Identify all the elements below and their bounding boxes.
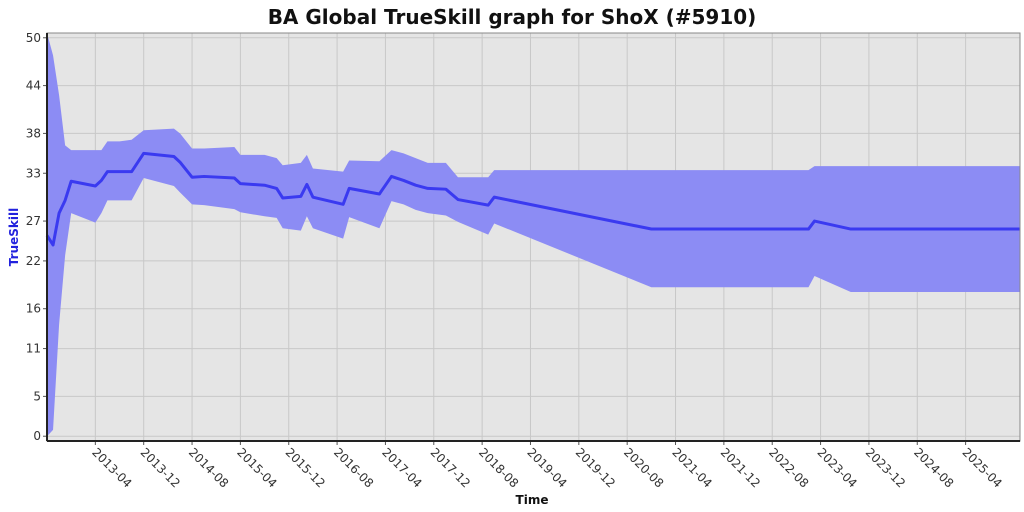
x-tick-label: 2013-04 (89, 445, 134, 490)
x-tick-label: 2023-12 (863, 445, 908, 490)
x-tick-label: 2021-12 (718, 445, 763, 490)
x-tick-label: 2024-08 (911, 445, 956, 490)
x-axis-label: Time (516, 493, 549, 507)
y-tick-label: 38 (26, 126, 41, 140)
x-tick-label: 2017-12 (428, 445, 473, 490)
x-tick-label: 2021-04 (669, 445, 714, 490)
y-tick-label: 44 (26, 79, 41, 93)
x-tick-label: 2015-12 (283, 445, 328, 490)
chart-title: BA Global TrueSkill graph for ShoX (#591… (268, 5, 757, 29)
y-axis-label: TrueSkill (7, 208, 21, 266)
x-tick-label: 2016-08 (331, 445, 376, 490)
x-tick-label: 2020-08 (621, 445, 666, 490)
trueskill-line (45, 151, 1020, 247)
y-tick-label: 5 (33, 389, 41, 403)
x-tick-label: 2019-04 (524, 445, 569, 490)
x-tick-label: 2018-08 (476, 445, 521, 490)
x-tick-label: 2014-08 (186, 445, 231, 490)
y-tick-label: 50 (26, 31, 41, 45)
y-tick-label: 33 (26, 166, 41, 180)
y-tick-label: 11 (26, 342, 41, 356)
y-tick-label: 22 (26, 254, 41, 268)
y-tick-label: 0 (33, 429, 41, 443)
x-tick-label: 2019-12 (573, 445, 618, 490)
y-tick-label: 16 (26, 302, 41, 316)
x-tick-label: 2017-04 (379, 445, 424, 490)
x-tick-label: 2023-04 (814, 445, 859, 490)
confidence-band (47, 33, 1020, 437)
x-tick-label: 2025-04 (959, 445, 1004, 490)
x-tick-label: 2013-12 (138, 445, 183, 490)
x-tick-label: 2015-04 (234, 445, 279, 490)
y-tick-label: 27 (26, 214, 41, 228)
x-tick-label: 2022-08 (766, 445, 811, 490)
